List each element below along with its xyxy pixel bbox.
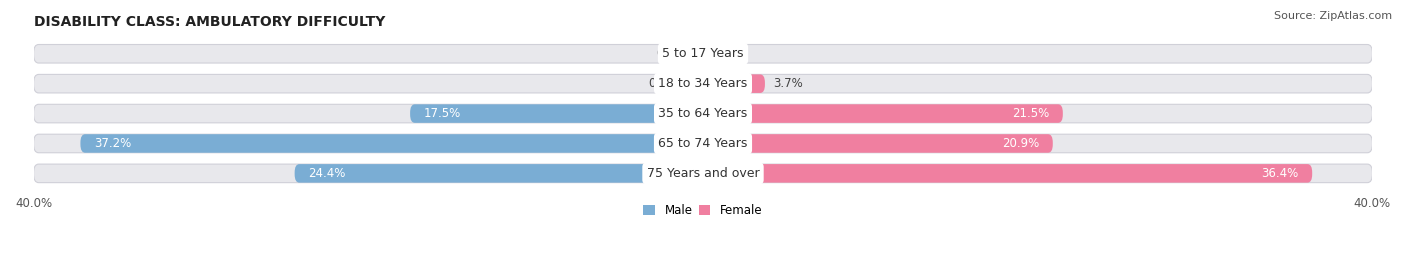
Text: 21.5%: 21.5% xyxy=(1012,107,1049,120)
FancyBboxPatch shape xyxy=(34,164,1372,183)
Legend: Male, Female: Male, Female xyxy=(638,199,768,222)
Text: 75 Years and over: 75 Years and over xyxy=(647,167,759,180)
Text: Source: ZipAtlas.com: Source: ZipAtlas.com xyxy=(1274,11,1392,21)
FancyBboxPatch shape xyxy=(703,134,1053,153)
FancyBboxPatch shape xyxy=(80,134,703,153)
FancyBboxPatch shape xyxy=(703,164,1312,183)
Text: 37.2%: 37.2% xyxy=(94,137,131,150)
Text: 24.4%: 24.4% xyxy=(308,167,346,180)
Text: 0.0%: 0.0% xyxy=(720,47,749,60)
FancyBboxPatch shape xyxy=(295,164,703,183)
FancyBboxPatch shape xyxy=(703,75,765,93)
Text: 65 to 74 Years: 65 to 74 Years xyxy=(658,137,748,150)
Text: 5 to 17 Years: 5 to 17 Years xyxy=(662,47,744,60)
Text: 0.0%: 0.0% xyxy=(657,47,686,60)
Text: 17.5%: 17.5% xyxy=(423,107,461,120)
Text: 20.9%: 20.9% xyxy=(1002,137,1039,150)
FancyBboxPatch shape xyxy=(411,104,703,123)
Text: DISABILITY CLASS: AMBULATORY DIFFICULTY: DISABILITY CLASS: AMBULATORY DIFFICULTY xyxy=(34,15,385,29)
FancyBboxPatch shape xyxy=(34,134,1372,153)
FancyBboxPatch shape xyxy=(703,104,1063,123)
FancyBboxPatch shape xyxy=(693,75,703,93)
Text: 36.4%: 36.4% xyxy=(1261,167,1299,180)
FancyBboxPatch shape xyxy=(34,44,1372,63)
Text: 35 to 64 Years: 35 to 64 Years xyxy=(658,107,748,120)
Text: 0.58%: 0.58% xyxy=(648,77,685,90)
Text: 3.7%: 3.7% xyxy=(773,77,803,90)
FancyBboxPatch shape xyxy=(34,75,1372,93)
FancyBboxPatch shape xyxy=(34,104,1372,123)
Text: 18 to 34 Years: 18 to 34 Years xyxy=(658,77,748,90)
